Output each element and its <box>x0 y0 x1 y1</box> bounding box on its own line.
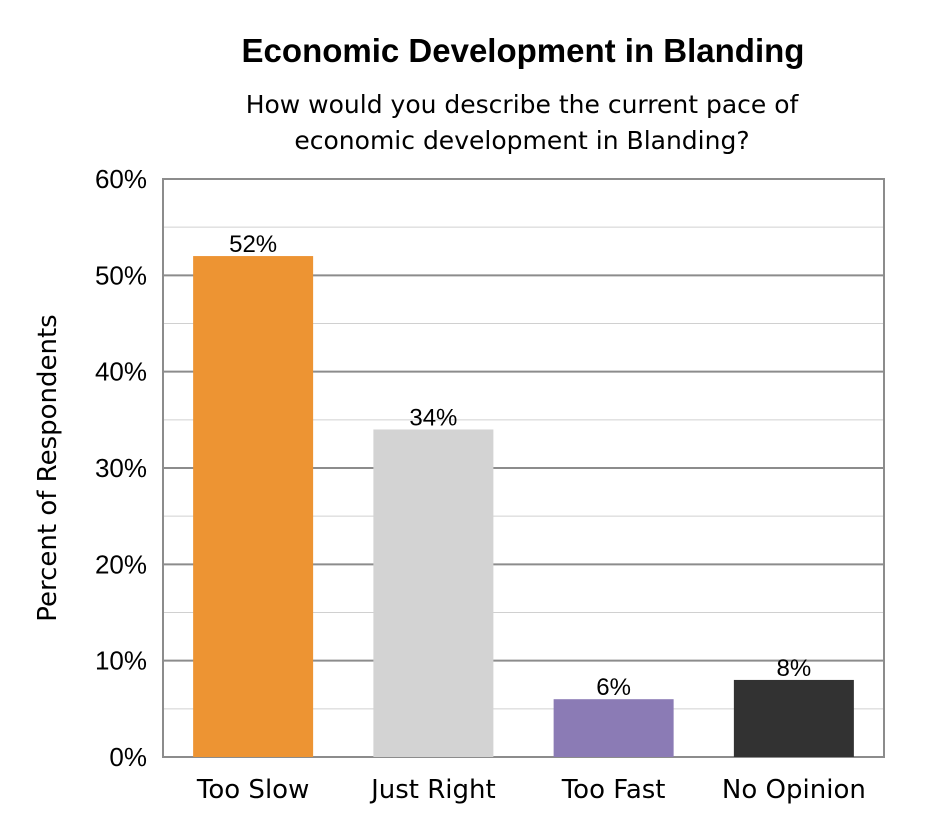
x-category-label: Just Right <box>369 775 496 805</box>
chart-subtitle-line-1: How would you describe the current pace … <box>246 90 800 119</box>
y-tick-label: 60% <box>95 164 147 194</box>
bar <box>193 256 314 757</box>
y-tick-label: 40% <box>95 357 147 387</box>
data-label: 52% <box>229 231 277 258</box>
y-tick-label: 50% <box>95 260 147 290</box>
data-label: 6% <box>596 674 631 701</box>
data-labels: 52% 34% 6% 8% <box>229 231 811 701</box>
bar <box>733 679 854 757</box>
chart-subtitle-line-2: economic development in Blanding? <box>294 126 749 155</box>
data-label: 8% <box>777 655 812 682</box>
x-axis-categories: Too Slow Just Right Too Fast No Opinion <box>196 775 866 805</box>
x-category-label: Too Fast <box>561 775 666 805</box>
y-tick-label: 20% <box>95 549 147 579</box>
x-category-label: No Opinion <box>722 775 866 805</box>
y-axis-label: Percent of Respondents <box>33 314 63 621</box>
data-label: 34% <box>409 404 457 431</box>
x-category-label: Too Slow <box>196 775 309 805</box>
bar <box>373 429 494 757</box>
y-tick-label: 0% <box>109 742 147 772</box>
y-axis-ticks: 0% 10% 20% 30% 40% 50% 60% <box>95 164 147 772</box>
chart-title: Economic Development in Blanding <box>242 32 805 69</box>
y-tick-label: 30% <box>95 453 147 483</box>
bars <box>193 256 854 757</box>
plot-area-frame <box>162 178 885 758</box>
bar <box>553 699 674 757</box>
y-tick-label: 10% <box>95 646 147 676</box>
